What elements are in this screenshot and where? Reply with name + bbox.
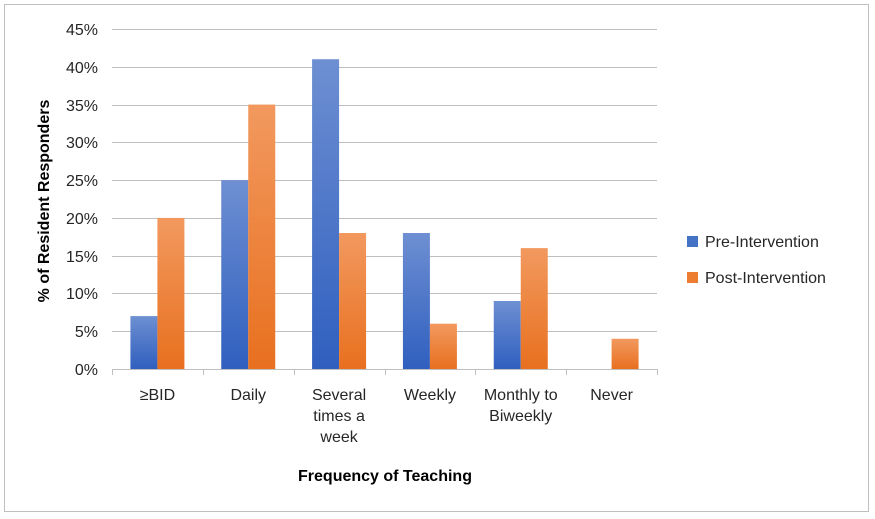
legend: Pre-Intervention Post-Intervention — [687, 234, 826, 287]
bar-post-intervention-5 — [520, 248, 548, 369]
x-tick-label: Weekly — [404, 387, 456, 404]
x-tick-label: Monthly to Biweekly — [484, 387, 558, 425]
legend-swatch-post-intervention — [687, 272, 698, 283]
x-axis-title: Frequency of Teaching — [298, 468, 472, 485]
y-tick-label: 40% — [66, 60, 98, 77]
gridlines — [112, 29, 657, 332]
bar-post-intervention-4 — [429, 323, 457, 369]
y-tick-label: 0% — [75, 362, 98, 379]
bar-post-intervention-3 — [339, 233, 367, 369]
legend-swatch-pre-intervention — [687, 236, 698, 247]
x-tick-labels: ≥BID Daily Several times a week Weekly Monthly… — [140, 387, 634, 446]
axes — [112, 369, 658, 375]
bars — [130, 59, 639, 370]
y-tick-label: 10% — [66, 286, 98, 303]
bar-pre-intervention-3 — [312, 59, 340, 369]
x-tick-label: Several times a week — [312, 387, 366, 446]
bar-post-intervention-2 — [248, 104, 276, 370]
legend-label-pre-intervention: Pre-Intervention — [705, 234, 819, 251]
bar-pre-intervention-5 — [493, 301, 521, 369]
y-tick-labels: 0% 5% 10% 15% 20% 25% 30% 35% 40% 45% — [66, 22, 98, 379]
x-tick-label: Daily — [230, 387, 266, 404]
y-tick-label: 20% — [66, 211, 98, 228]
x-tick-label: Never — [590, 387, 633, 404]
bar-pre-intervention-4 — [402, 233, 430, 369]
bar-post-intervention-6 — [611, 338, 639, 369]
bar-pre-intervention-1 — [130, 316, 158, 369]
y-tick-label: 5% — [75, 324, 98, 341]
y-axis-title: % of Resident Responders — [36, 100, 53, 303]
legend-label-post-intervention: Post-Intervention — [705, 270, 826, 287]
x-tick-label: ≥BID — [140, 387, 175, 404]
chart-frame — [4, 4, 869, 512]
y-tick-label: 25% — [66, 173, 98, 190]
bar-pre-intervention-2 — [221, 180, 249, 369]
y-tick-label: 30% — [66, 135, 98, 152]
y-tick-label: 15% — [66, 249, 98, 266]
y-tick-label: 35% — [66, 98, 98, 115]
bar-post-intervention-1 — [157, 217, 185, 369]
y-tick-label: 45% — [66, 22, 98, 39]
